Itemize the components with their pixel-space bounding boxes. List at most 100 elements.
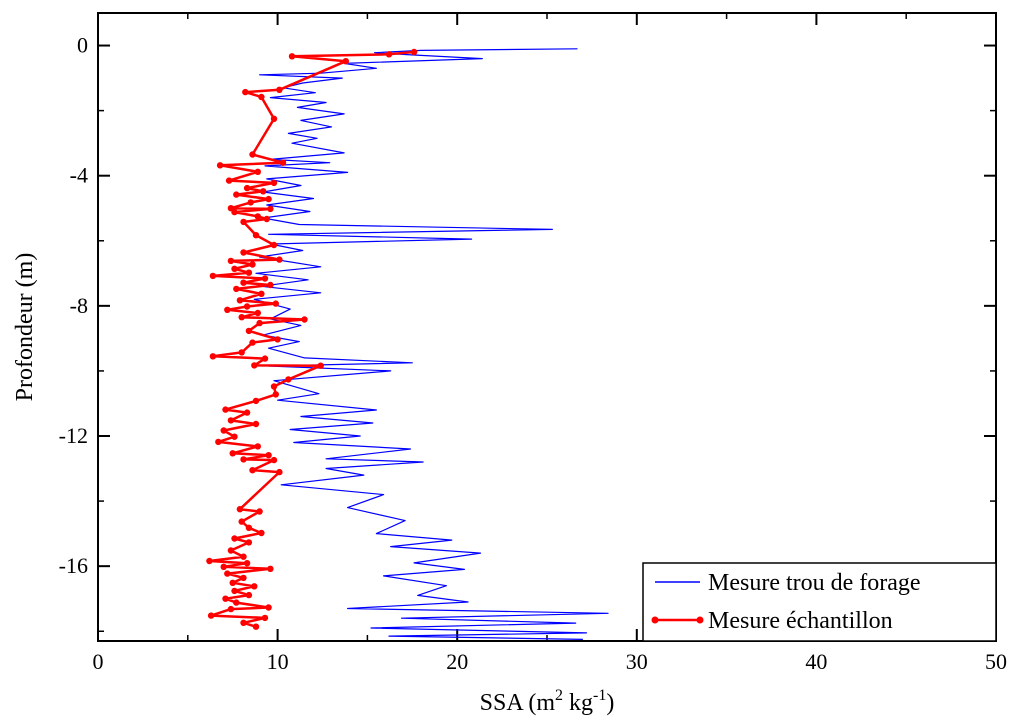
sample-point <box>240 619 247 626</box>
series-line-borehole <box>253 48 609 640</box>
sample-point <box>240 456 247 463</box>
sample-point <box>220 427 227 434</box>
sample-point <box>236 297 244 304</box>
sample-point <box>254 443 261 450</box>
x-tick-label: 0 <box>93 649 104 674</box>
sample-point <box>222 595 229 602</box>
series-line-sample <box>208 50 415 628</box>
sample-point <box>245 539 253 546</box>
sample-point <box>209 272 217 280</box>
y-tick-label: 0 <box>77 33 88 58</box>
sample-point <box>240 249 247 256</box>
sample-point <box>240 553 247 560</box>
sample-point <box>258 290 265 297</box>
sample-point <box>270 115 278 123</box>
sample-point <box>267 565 274 572</box>
x-tick-label: 40 <box>805 649 827 674</box>
x-axis-ticks: 0 10 20 30 40 50 <box>93 13 1007 674</box>
y-tick-label: -12 <box>59 423 88 448</box>
sample-point <box>252 420 260 428</box>
sample-point <box>209 353 217 360</box>
sample-point <box>254 309 261 317</box>
sample-point <box>238 314 245 321</box>
sample-point <box>274 336 281 343</box>
sample-point <box>222 406 229 413</box>
sample-point <box>233 285 240 293</box>
sample-point <box>245 591 253 599</box>
sample-point <box>238 518 245 525</box>
sample-point <box>245 269 253 276</box>
sample-point <box>258 93 265 101</box>
series-layer <box>206 48 609 640</box>
y-tick-label: -8 <box>70 293 88 318</box>
sample-point <box>276 256 283 263</box>
x-tick-label: 30 <box>626 649 648 674</box>
plot-frame <box>97 12 997 642</box>
sample-point <box>227 257 235 265</box>
sample-point <box>227 547 235 554</box>
legend-label-borehole: Mesure trou de forage <box>708 570 921 596</box>
sample-point <box>238 349 245 356</box>
sample-point <box>265 452 272 459</box>
sample-point <box>225 177 233 184</box>
sample-point <box>245 327 253 335</box>
sample-point <box>317 362 324 369</box>
legend-label-sample: Mesure échantillon <box>708 608 893 634</box>
legend: Mesure trou de forage Mesure échantillon <box>642 562 997 642</box>
sample-point <box>229 450 236 457</box>
y-tick-label: -4 <box>70 163 88 188</box>
sample-point <box>385 51 393 58</box>
sample-point <box>247 199 254 206</box>
sample-point <box>240 574 247 582</box>
sample-point <box>249 339 256 346</box>
sample-point <box>270 241 278 249</box>
x-title-unit: (m <box>528 690 555 716</box>
x-tick-label: 10 <box>267 649 289 674</box>
x-title-superscript: -1 <box>593 687 606 704</box>
sample-point <box>216 162 224 169</box>
sample-point <box>243 303 251 310</box>
y-axis-ticks: 0 -4 -8 -12 -16 <box>59 33 996 632</box>
sample-point <box>233 599 240 606</box>
sample-point <box>243 184 251 192</box>
sample-point <box>249 261 256 268</box>
sample-point <box>258 529 265 537</box>
sample-point <box>276 468 283 476</box>
sample-point <box>231 208 238 216</box>
sample-point <box>231 535 238 542</box>
legend-marker-sample <box>651 616 659 624</box>
sample-point <box>240 218 247 226</box>
sample-point <box>207 612 215 619</box>
sample-point <box>249 151 256 158</box>
x-title-unit: ) <box>606 690 614 716</box>
sample-point <box>254 168 261 175</box>
sample-point <box>243 409 251 416</box>
sample-point <box>279 159 287 166</box>
sample-point <box>254 213 261 220</box>
sample-point <box>249 467 256 474</box>
sample-point <box>245 524 253 531</box>
sample-point <box>231 433 238 440</box>
sample-point <box>231 587 238 595</box>
y-tick-label: -16 <box>59 553 88 578</box>
sample-point <box>220 563 227 570</box>
sample-point <box>270 456 278 464</box>
x-tick-label: 50 <box>985 649 1007 674</box>
sample-point <box>272 300 279 307</box>
x-title-superscript: 2 <box>555 687 563 704</box>
sample-point <box>267 205 274 213</box>
sample-point <box>256 319 263 327</box>
y-axis-title: Profondeur (m) <box>12 253 38 402</box>
sample-point <box>227 605 235 613</box>
sample-point <box>301 316 308 323</box>
x-axis-title: SSA (m2 kg-1) <box>480 687 615 716</box>
sample-point <box>410 48 418 56</box>
sample-point <box>263 215 270 223</box>
sample-point <box>231 265 238 272</box>
sample-point <box>215 438 222 446</box>
sample-point <box>261 275 269 282</box>
sample-point <box>261 355 269 362</box>
sample-point <box>252 232 260 239</box>
sample-point <box>276 86 283 94</box>
